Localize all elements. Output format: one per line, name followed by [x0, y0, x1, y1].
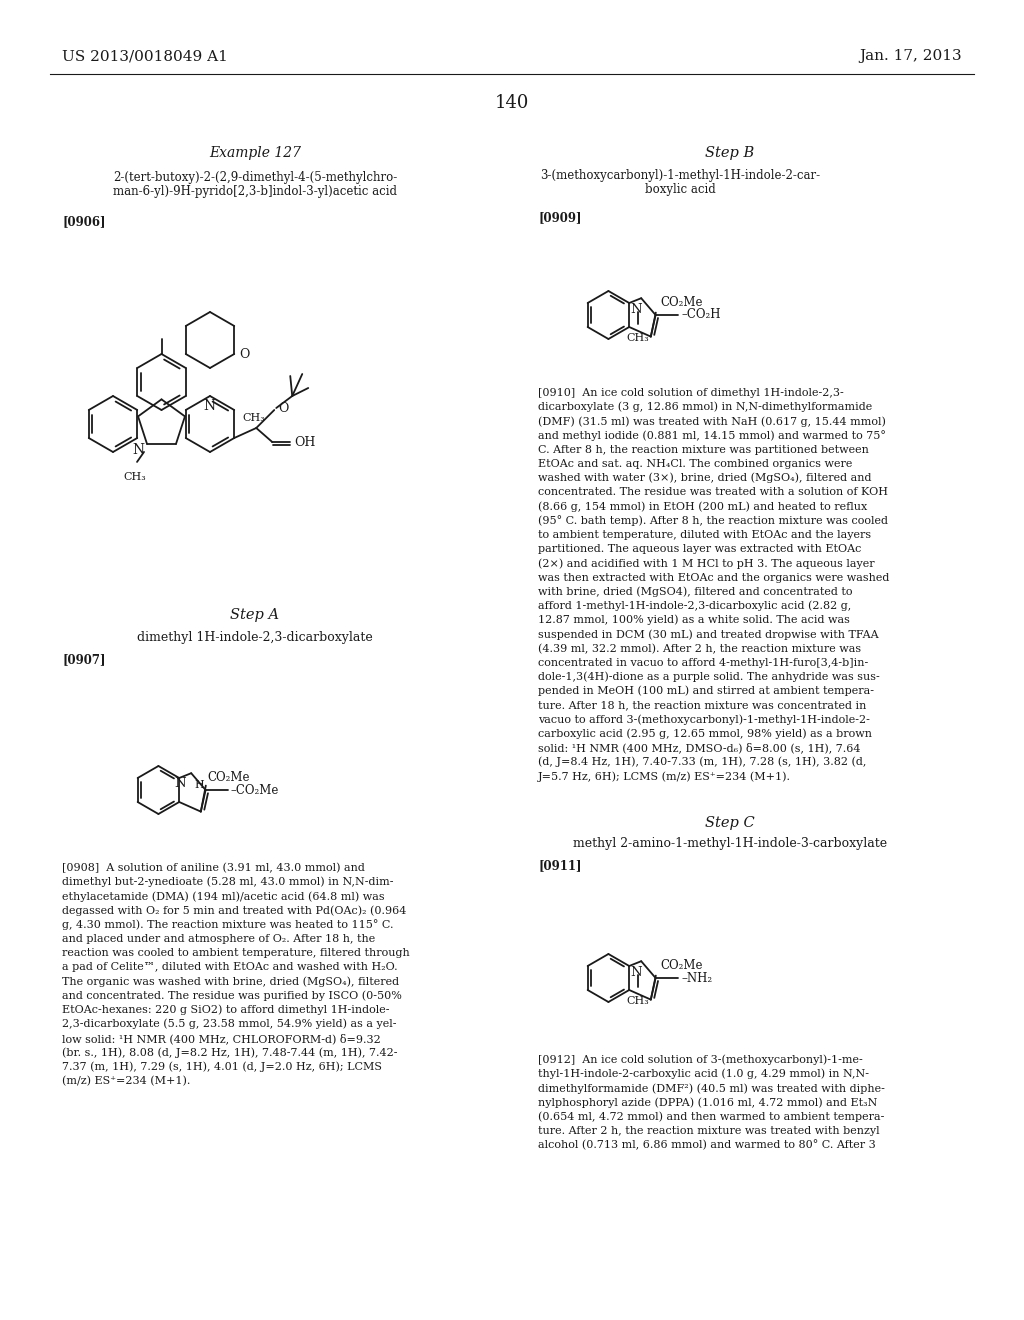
Text: reaction was cooled to ambient temperature, filtered through: reaction was cooled to ambient temperatu… [62, 948, 410, 958]
Text: concentrated. The residue was treated with a solution of KOH: concentrated. The residue was treated wi… [538, 487, 888, 498]
Text: boxylic acid: boxylic acid [645, 182, 716, 195]
Text: afford 1-methyl-1H-indole-2,3-dicarboxylic acid (2.82 g,: afford 1-methyl-1H-indole-2,3-dicarboxyl… [538, 601, 851, 611]
Text: EtOAc-hexanes: 220 g SiO2) to afford dimethyl 1H-indole-: EtOAc-hexanes: 220 g SiO2) to afford dim… [62, 1005, 389, 1015]
Text: 2,3-dicarboxylate (5.5 g, 23.58 mmol, 54.9% yield) as a yel-: 2,3-dicarboxylate (5.5 g, 23.58 mmol, 54… [62, 1019, 396, 1030]
Text: –CO₂Me: –CO₂Me [230, 784, 279, 796]
Text: (4.39 ml, 32.2 mmol). After 2 h, the reaction mixture was: (4.39 ml, 32.2 mmol). After 2 h, the rea… [538, 643, 861, 653]
Text: suspended in DCM (30 mL) and treated dropwise with TFAA: suspended in DCM (30 mL) and treated dro… [538, 630, 879, 640]
Text: vacuo to afford 3-(methoxycarbonyl)-1-methyl-1H-indole-2-: vacuo to afford 3-(methoxycarbonyl)-1-me… [538, 714, 869, 725]
Text: and concentrated. The residue was purified by ISCO (0-50%: and concentrated. The residue was purifi… [62, 990, 401, 1001]
Text: partitioned. The aqueous layer was extracted with EtOAc: partitioned. The aqueous layer was extra… [538, 544, 861, 554]
Text: O: O [279, 401, 289, 414]
Text: (DMF) (31.5 ml) was treated with NaH (0.617 g, 15.44 mmol): (DMF) (31.5 ml) was treated with NaH (0.… [538, 416, 886, 426]
Text: was then extracted with EtOAc and the organics were washed: was then extracted with EtOAc and the or… [538, 573, 890, 582]
Text: CH₃: CH₃ [627, 333, 649, 343]
Text: ethylacetamide (DMA) (194 ml)/acetic acid (64.8 ml) was: ethylacetamide (DMA) (194 ml)/acetic aci… [62, 891, 385, 902]
Text: low solid: ¹H NMR (400 MHz, CHLOROFORM-d) δ=9.32: low solid: ¹H NMR (400 MHz, CHLOROFORM-d… [62, 1034, 381, 1044]
Text: OH: OH [294, 436, 315, 449]
Text: degassed with O₂ for 5 min and treated with Pd(OAc)₂ (0.964: degassed with O₂ for 5 min and treated w… [62, 906, 407, 916]
Text: 140: 140 [495, 94, 529, 112]
Text: [0906]: [0906] [62, 215, 105, 228]
Text: dimethyl but-2-ynedioate (5.28 ml, 43.0 mmol) in N,N-dim-: dimethyl but-2-ynedioate (5.28 ml, 43.0 … [62, 876, 393, 887]
Text: and placed under and atmosphere of O₂. After 18 h, the: and placed under and atmosphere of O₂. A… [62, 935, 375, 944]
Text: CO₂Me: CO₂Me [208, 771, 250, 784]
Text: Example 127: Example 127 [209, 147, 301, 160]
Text: (d, J=8.4 Hz, 1H), 7.40-7.33 (m, 1H), 7.28 (s, 1H), 3.82 (d,: (d, J=8.4 Hz, 1H), 7.40-7.33 (m, 1H), 7.… [538, 756, 866, 767]
Text: (br. s., 1H), 8.08 (d, J=8.2 Hz, 1H), 7.48-7.44 (m, 1H), 7.42-: (br. s., 1H), 8.08 (d, J=8.2 Hz, 1H), 7.… [62, 1047, 397, 1057]
Text: with brine, dried (MgSO4), filtered and concentrated to: with brine, dried (MgSO4), filtered and … [538, 586, 853, 597]
Text: pended in MeOH (100 mL) and stirred at ambient tempera-: pended in MeOH (100 mL) and stirred at a… [538, 686, 874, 697]
Text: CO₂Me: CO₂Me [660, 960, 703, 972]
Text: J=5.7 Hz, 6H); LCMS (m/z) ES⁺=234 (M+1).: J=5.7 Hz, 6H); LCMS (m/z) ES⁺=234 (M+1). [538, 771, 791, 781]
Text: CH₃: CH₃ [627, 997, 649, 1006]
Text: (m/z) ES⁺=234 (M+1).: (m/z) ES⁺=234 (M+1). [62, 1076, 190, 1086]
Text: [0911]: [0911] [538, 859, 582, 873]
Text: N: N [631, 966, 642, 978]
Text: [0909]: [0909] [538, 211, 582, 224]
Text: [0908]  A solution of aniline (3.91 ml, 43.0 mmol) and: [0908] A solution of aniline (3.91 ml, 4… [62, 863, 365, 873]
Text: Step B: Step B [706, 147, 755, 160]
Text: C. After 8 h, the reaction mixture was partitioned between: C. After 8 h, the reaction mixture was p… [538, 445, 869, 455]
Text: N: N [203, 399, 215, 413]
Text: a pad of Celite™, diluted with EtOAc and washed with H₂O.: a pad of Celite™, diluted with EtOAc and… [62, 962, 397, 973]
Text: ture. After 18 h, the reaction mixture was concentrated in: ture. After 18 h, the reaction mixture w… [538, 701, 866, 710]
Text: 12.87 mmol, 100% yield) as a white solid. The acid was: 12.87 mmol, 100% yield) as a white solid… [538, 615, 850, 626]
Text: methyl 2-amino-1-methyl-1H-indole-3-carboxylate: methyl 2-amino-1-methyl-1H-indole-3-carb… [573, 837, 887, 850]
Text: dimethylformamide (DMF²) (40.5 ml) was treated with diphe-: dimethylformamide (DMF²) (40.5 ml) was t… [538, 1084, 885, 1094]
Text: alcohol (0.713 ml, 6.86 mmol) and warmed to 80° C. After 3: alcohol (0.713 ml, 6.86 mmol) and warmed… [538, 1140, 876, 1151]
Text: H: H [195, 780, 204, 791]
Text: g, 4.30 mmol). The reaction mixture was heated to 115° C.: g, 4.30 mmol). The reaction mixture was … [62, 919, 393, 931]
Text: and methyl iodide (0.881 ml, 14.15 mmol) and warmed to 75°: and methyl iodide (0.881 ml, 14.15 mmol)… [538, 430, 886, 441]
Text: N: N [132, 444, 144, 457]
Text: 3-(methoxycarbonyl)-1-methyl-1H-indole-2-car-: 3-(methoxycarbonyl)-1-methyl-1H-indole-2… [540, 169, 820, 181]
Text: [0910]  An ice cold solution of dimethyl 1H-indole-2,3-: [0910] An ice cold solution of dimethyl … [538, 388, 844, 399]
Text: CH₃: CH₃ [243, 413, 265, 422]
Text: dicarboxylate (3 g, 12.86 mmol) in N,N-dimethylformamide: dicarboxylate (3 g, 12.86 mmol) in N,N-d… [538, 401, 872, 412]
Text: man-6-yl)-9H-pyrido[2,3-b]indol-3-yl)acetic acid: man-6-yl)-9H-pyrido[2,3-b]indol-3-yl)ace… [113, 186, 397, 198]
Text: 7.37 (m, 1H), 7.29 (s, 1H), 4.01 (d, J=2.0 Hz, 6H); LCMS: 7.37 (m, 1H), 7.29 (s, 1H), 4.01 (d, J=2… [62, 1061, 382, 1072]
Text: [0907]: [0907] [62, 653, 105, 667]
Text: nylphosphoryl azide (DPPA) (1.016 ml, 4.72 mmol) and Et₃N: nylphosphoryl azide (DPPA) (1.016 ml, 4.… [538, 1097, 878, 1107]
Text: N: N [631, 302, 642, 315]
Text: CO₂Me: CO₂Me [660, 296, 703, 309]
Text: (95° C. bath temp). After 8 h, the reaction mixture was cooled: (95° C. bath temp). After 8 h, the react… [538, 515, 888, 527]
Text: to ambient temperature, diluted with EtOAc and the layers: to ambient temperature, diluted with EtO… [538, 531, 871, 540]
Text: Step A: Step A [230, 609, 280, 622]
Text: EtOAc and sat. aq. NH₄Cl. The combined organics were: EtOAc and sat. aq. NH₄Cl. The combined o… [538, 459, 852, 469]
Text: solid: ¹H NMR (400 MHz, DMSO-d₆) δ=8.00 (s, 1H), 7.64: solid: ¹H NMR (400 MHz, DMSO-d₆) δ=8.00 … [538, 743, 860, 754]
Text: O: O [240, 348, 250, 362]
Text: Jan. 17, 2013: Jan. 17, 2013 [859, 49, 962, 63]
Text: –NH₂: –NH₂ [682, 972, 713, 985]
Text: concentrated in vacuo to afford 4-methyl-1H-furo[3,4-b]in-: concentrated in vacuo to afford 4-methyl… [538, 657, 868, 668]
Text: dimethyl 1H-indole-2,3-dicarboxylate: dimethyl 1H-indole-2,3-dicarboxylate [137, 631, 373, 644]
Text: CH₃: CH₃ [124, 473, 146, 482]
Text: thyl-1H-indole-2-carboxylic acid (1.0 g, 4.29 mmol) in N,N-: thyl-1H-indole-2-carboxylic acid (1.0 g,… [538, 1069, 869, 1080]
Text: dole-1,3(4H)-dione as a purple solid. The anhydride was sus-: dole-1,3(4H)-dione as a purple solid. Th… [538, 672, 880, 682]
Text: carboxylic acid (2.95 g, 12.65 mmol, 98% yield) as a brown: carboxylic acid (2.95 g, 12.65 mmol, 98%… [538, 729, 872, 739]
Text: (2×) and acidified with 1 M HCl to pH 3. The aqueous layer: (2×) and acidified with 1 M HCl to pH 3.… [538, 558, 874, 569]
Text: –CO₂H: –CO₂H [682, 309, 721, 322]
Text: The organic was washed with brine, dried (MgSO₄), filtered: The organic was washed with brine, dried… [62, 977, 399, 987]
Text: washed with water (3×), brine, dried (MgSO₄), filtered and: washed with water (3×), brine, dried (Mg… [538, 473, 871, 483]
Text: ture. After 2 h, the reaction mixture was treated with benzyl: ture. After 2 h, the reaction mixture wa… [538, 1126, 880, 1137]
Text: (8.66 g, 154 mmol) in EtOH (200 mL) and heated to reflux: (8.66 g, 154 mmol) in EtOH (200 mL) and … [538, 502, 867, 512]
Text: (0.654 ml, 4.72 mmol) and then warmed to ambient tempera-: (0.654 ml, 4.72 mmol) and then warmed to… [538, 1111, 885, 1122]
Text: Step C: Step C [706, 816, 755, 830]
Text: US 2013/0018049 A1: US 2013/0018049 A1 [62, 49, 228, 63]
Text: [0912]  An ice cold solution of 3-(methoxycarbonyl)-1-me-: [0912] An ice cold solution of 3-(methox… [538, 1055, 863, 1065]
Text: N: N [174, 776, 186, 789]
Text: 2-(tert-butoxy)-2-(2,9-dimethyl-4-(5-methylchro-: 2-(tert-butoxy)-2-(2,9-dimethyl-4-(5-met… [113, 172, 397, 185]
